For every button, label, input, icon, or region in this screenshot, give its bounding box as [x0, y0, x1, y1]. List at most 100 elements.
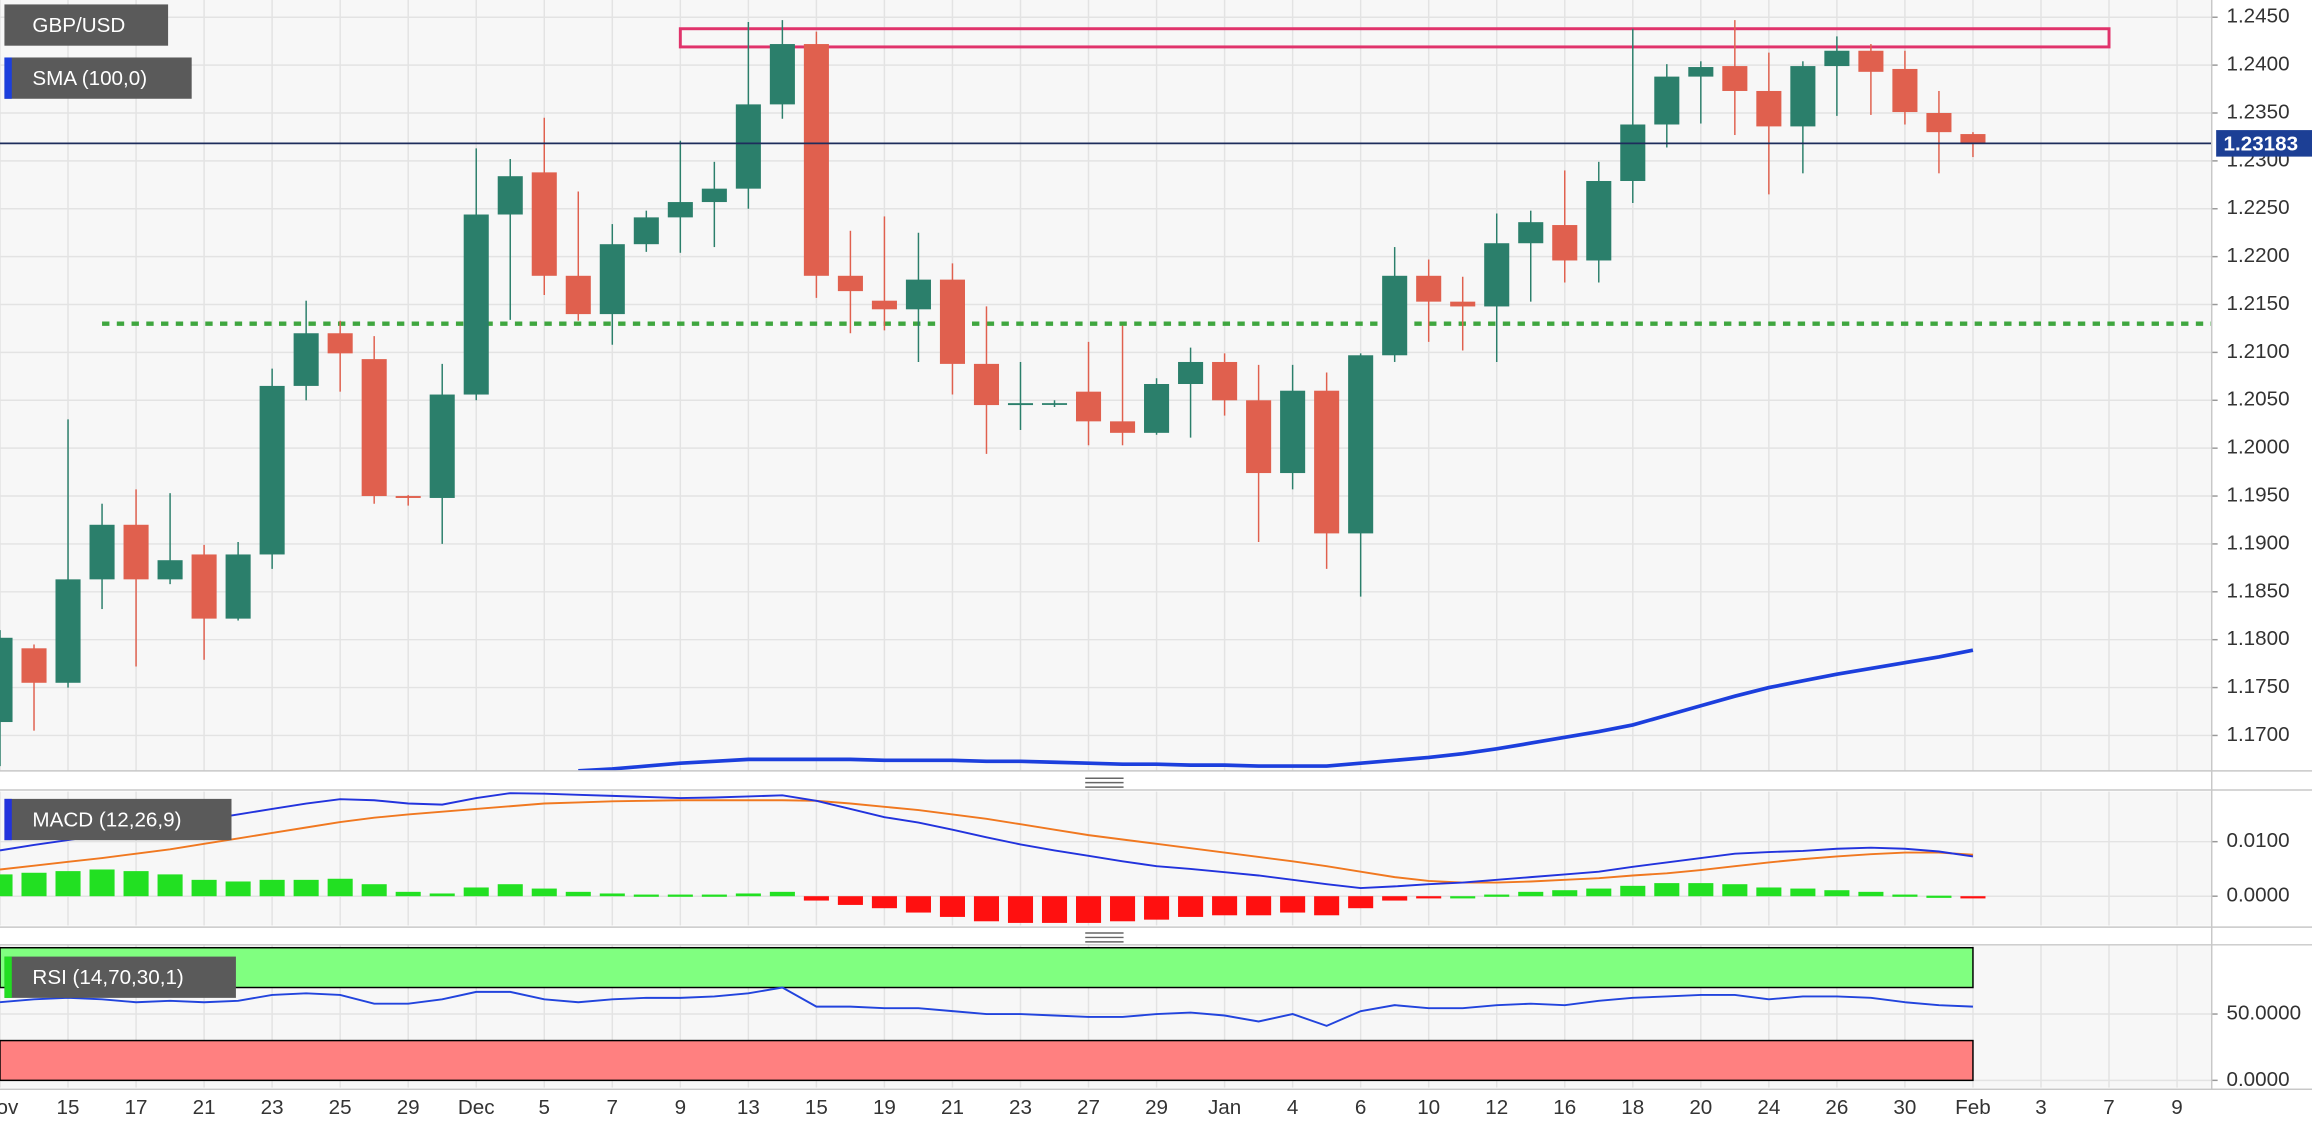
candle-body [1007, 403, 1034, 406]
legend-box[interactable] [4, 57, 192, 99]
x-tick-label: 23 [1009, 1096, 1032, 1119]
candle-body [327, 333, 353, 354]
histogram-bar [1110, 896, 1136, 922]
x-tick-label: 21 [193, 1096, 216, 1119]
y-tick-label: 1.2350 [2226, 100, 2289, 123]
candle-body [1110, 421, 1136, 433]
y-tick-label: 1.1700 [2226, 723, 2289, 746]
candle-body [157, 560, 183, 580]
histogram-bar [1280, 896, 1306, 913]
y-tick-label: 1.2100 [2226, 340, 2289, 363]
resize-handle[interactable] [1085, 932, 1124, 943]
candle-body [599, 244, 625, 315]
histogram-bar [1484, 894, 1510, 897]
candle-body [1484, 243, 1510, 307]
histogram-bar [361, 884, 387, 897]
histogram-bar [1382, 896, 1408, 901]
histogram-bar [1790, 888, 1816, 897]
legend-swatch [4, 57, 12, 99]
x-tick-label: 15 [805, 1096, 828, 1119]
macd-plot [0, 791, 2212, 926]
histogram-bar [1688, 883, 1714, 897]
histogram-bar [1654, 883, 1680, 897]
candle-body [531, 172, 557, 276]
histogram-bar [803, 896, 829, 901]
candle-body [1075, 391, 1102, 422]
candle-body [1416, 275, 1442, 302]
y-tick-label: 1.2050 [2226, 388, 2289, 411]
histogram-bar [1007, 896, 1034, 923]
candle-body [1382, 275, 1408, 356]
histogram-bar [259, 879, 285, 897]
candle-body [1518, 222, 1544, 244]
y-tick-label: 1.2400 [2226, 53, 2289, 76]
candle-body [191, 554, 217, 619]
x-tick-label: 23 [261, 1096, 284, 1119]
candle-body [565, 275, 591, 315]
y-tick-label: 1.2200 [2226, 244, 2289, 267]
legend-symbol: GBP/USD [32, 14, 125, 37]
y-tick-label: 1.2450 [2226, 5, 2289, 28]
y-tick-label: 1.1900 [2226, 531, 2289, 554]
candle-body [1722, 66, 1748, 91]
x-tick-label: Jan [1208, 1096, 1241, 1119]
resize-handle[interactable] [1085, 777, 1124, 788]
histogram-bar [701, 894, 727, 897]
x-tick-label: 26 [1825, 1096, 1848, 1119]
x-tick-label: 10 [1417, 1096, 1440, 1119]
candle-body [701, 188, 727, 203]
histogram-bar [1178, 896, 1204, 917]
candle-body [463, 214, 489, 395]
histogram-bar [1416, 896, 1442, 899]
histogram-bar [89, 869, 115, 897]
y-tick-label: 0.0000 [2226, 884, 2289, 907]
legend-box[interactable] [4, 4, 169, 46]
candle-body [973, 363, 1000, 406]
histogram-bar [1246, 896, 1272, 916]
y-tick-label: 1.1850 [2226, 579, 2289, 602]
sma-line [578, 648, 1974, 771]
histogram-bar [1756, 887, 1782, 897]
legend-box[interactable] [4, 798, 232, 841]
last-price-box [2216, 130, 2312, 157]
candle-body [1790, 66, 1816, 127]
oversold-band [0, 1039, 1974, 1082]
candle-body [293, 333, 319, 386]
histogram-bar [1450, 896, 1476, 899]
candle-body [633, 217, 659, 245]
histogram-bar [55, 871, 81, 897]
histogram-bar [1314, 896, 1340, 916]
candle-body [905, 279, 931, 310]
x-tick-label: Dec [458, 1096, 495, 1119]
candle-body [939, 279, 965, 364]
histogram-bar [735, 893, 761, 897]
histogram-bar [667, 894, 693, 897]
candle-body [1892, 68, 1918, 113]
candle-body [1586, 180, 1612, 261]
candle-body [1212, 361, 1238, 401]
x-tick-label: 20 [1689, 1096, 1712, 1119]
x-tick-label: 7 [2103, 1096, 2114, 1119]
candle-body [1960, 134, 1986, 144]
y-tick-label: 1.1750 [2226, 675, 2289, 698]
candle-body [1450, 301, 1476, 307]
y-tick-label: 1.1950 [2226, 484, 2289, 507]
candle-body [1280, 390, 1306, 474]
legend-box[interactable] [4, 956, 236, 998]
x-tick-label: 3 [2035, 1096, 2046, 1119]
legend-rsi: RSI (14,70,30,1) [4, 956, 236, 998]
candle-body [1348, 355, 1374, 534]
x-tick-label: 30 [1893, 1096, 1916, 1119]
histogram-bar [599, 893, 625, 897]
candle-body [1178, 361, 1204, 385]
histogram-bar [837, 896, 863, 905]
candle-body [1620, 124, 1646, 181]
candle-body [1824, 50, 1850, 67]
candle-body [1926, 112, 1952, 133]
histogram-bar [1518, 891, 1544, 897]
y-tick-label: 0.0000 [2226, 1068, 2289, 1091]
candle-body [1858, 50, 1884, 72]
price-plot [0, 0, 2212, 771]
